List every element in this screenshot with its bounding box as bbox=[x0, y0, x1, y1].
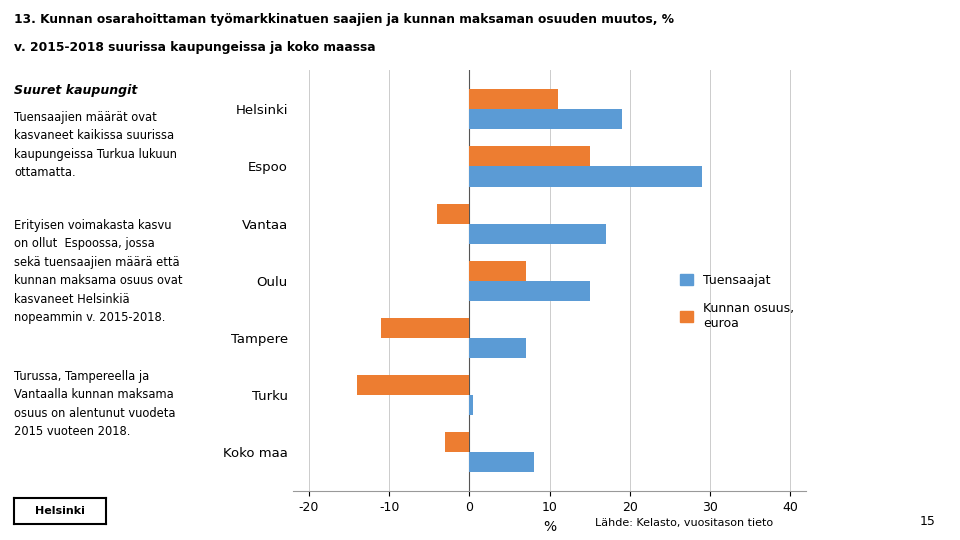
Bar bbox=[469, 146, 589, 166]
Bar bbox=[469, 224, 606, 244]
Text: Suuret kaupungit: Suuret kaupungit bbox=[14, 84, 138, 97]
Bar bbox=[469, 453, 534, 472]
Text: Erityisen voimakasta kasvu
on ollut  Espoossa, jossa
sekä tuensaajien määrä että: Erityisen voimakasta kasvu on ollut Espo… bbox=[14, 219, 183, 324]
X-axis label: %: % bbox=[543, 519, 556, 534]
Bar bbox=[469, 261, 525, 281]
Text: 15: 15 bbox=[920, 515, 936, 528]
Bar bbox=[381, 318, 469, 338]
Text: Turussa, Tampereella ja
Vantaalla kunnan maksama
osuus on alentunut vuodeta
2015: Turussa, Tampereella ja Vantaalla kunnan… bbox=[14, 370, 176, 438]
Bar bbox=[357, 375, 469, 395]
Bar bbox=[469, 395, 473, 415]
Bar bbox=[437, 204, 469, 224]
Bar bbox=[469, 166, 702, 186]
Bar bbox=[469, 109, 622, 130]
Text: Lähde: Kelasto, vuositason tieto: Lähde: Kelasto, vuositason tieto bbox=[595, 518, 774, 528]
Legend: Tuensaajat, Kunnan osuus,
euroa: Tuensaajat, Kunnan osuus, euroa bbox=[674, 268, 800, 336]
Bar bbox=[469, 338, 525, 358]
Text: v. 2015-2018 suurissa kaupungeissa ja koko maassa: v. 2015-2018 suurissa kaupungeissa ja ko… bbox=[14, 40, 376, 53]
Text: 13. Kunnan osarahoittaman työmarkkinatuen saajien ja kunnan maksaman osuuden muu: 13. Kunnan osarahoittaman työmarkkinatue… bbox=[14, 14, 674, 26]
Bar bbox=[469, 89, 558, 109]
Text: Tuensaajien määrät ovat
kasvaneet kaikissa suurissa
kaupungeissa Turkua lukuun
o: Tuensaajien määrät ovat kasvaneet kaikis… bbox=[14, 111, 178, 179]
Text: Helsinki: Helsinki bbox=[36, 506, 84, 516]
Bar bbox=[445, 432, 469, 453]
Bar bbox=[469, 281, 589, 301]
